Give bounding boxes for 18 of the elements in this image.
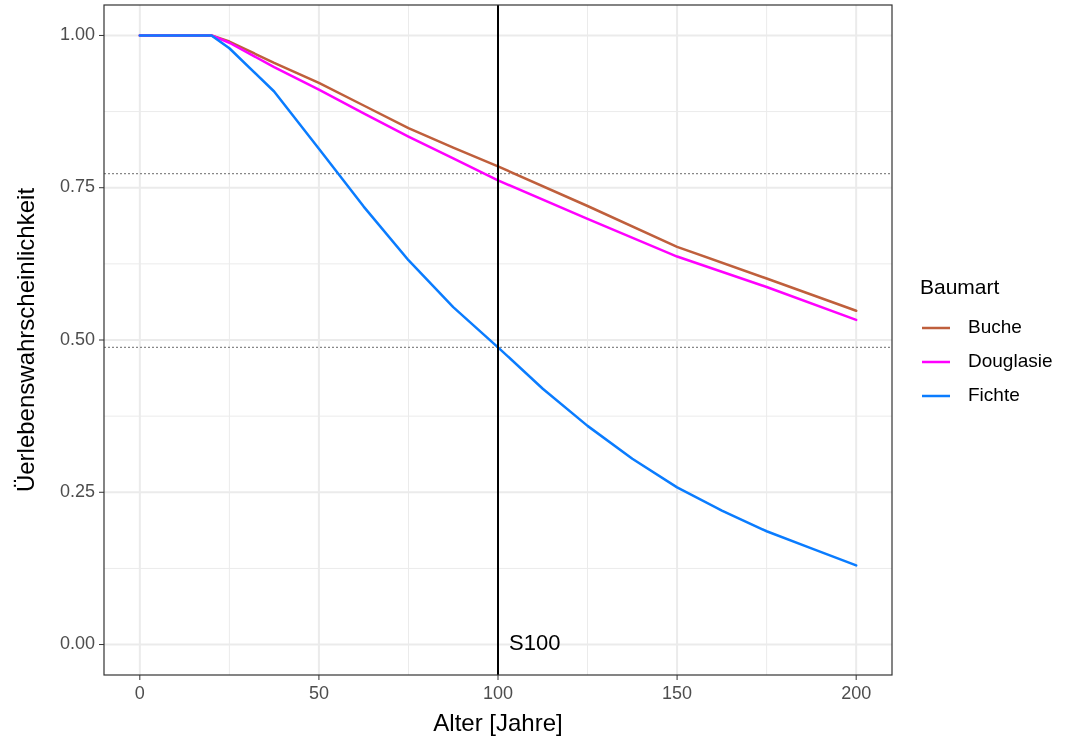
y-tick-label: 0.00: [59, 633, 95, 654]
legend-label: Douglasie: [968, 350, 1053, 372]
legend-title: Baumart: [920, 275, 1000, 298]
y-axis-title: Üerlebenswahrscheinlichkeit: [12, 187, 39, 493]
y-tick-label: 0.50: [59, 328, 95, 349]
legend-label: Buche: [968, 316, 1022, 338]
legend-label: Fichte: [968, 384, 1020, 406]
x-tick-label: 200: [841, 683, 872, 703]
y-tick-label: 1.00: [59, 24, 95, 45]
y-tick-label: 0.75: [59, 176, 95, 197]
annotation: S100: [509, 629, 561, 655]
x-tick-label: 100: [482, 683, 514, 703]
x-tick-label: 150: [662, 683, 693, 703]
x-tick-label: 0: [134, 683, 145, 703]
x-tick-label: 50: [308, 683, 329, 703]
line-series: [138, 34, 858, 567]
x-axis-title: Alter [Jahre]: [433, 709, 563, 736]
y-tick-label: 0.25: [59, 481, 95, 502]
